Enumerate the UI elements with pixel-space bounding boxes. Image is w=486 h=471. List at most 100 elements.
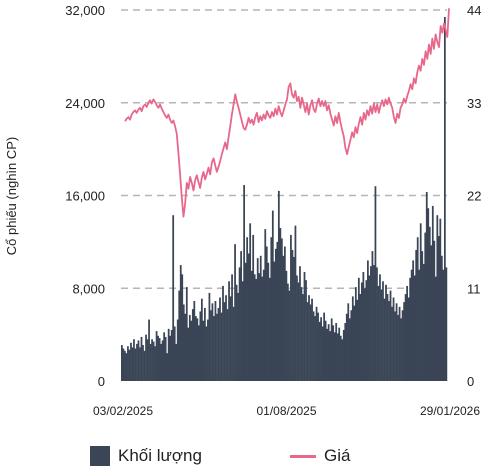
volume-bar [292,250,294,381]
volume-bar [261,277,263,381]
volume-bar [153,342,155,381]
volume-bar [384,299,386,381]
volume-bar [257,258,259,381]
volume-bar [237,293,239,381]
volume-bar [249,223,251,381]
volume-bar [325,321,327,381]
volume-bar [141,337,143,381]
volume-bar [305,280,307,381]
volume-bar [123,349,125,381]
volume-bar [165,337,167,381]
volume-bar [409,278,411,381]
volume-bar [187,328,189,381]
volume-bar [213,316,215,381]
volume-bar [411,270,413,381]
volume-bar [186,287,188,381]
legend: Khối lượng Giá [0,446,486,471]
volume-bar [222,286,224,381]
volume-bar [337,333,339,381]
volume-bar [258,273,260,381]
volume-bar [272,211,274,381]
left-tick-label: 8,000 [72,281,105,296]
volume-bar [147,339,149,381]
volume-bar [252,235,254,381]
volume-bar [239,267,241,381]
volume-bar [215,301,217,381]
volume-bar [172,215,174,381]
volume-bar [388,301,390,381]
volume-bar [177,320,179,381]
volume-bar [175,344,177,381]
volume-bar [316,307,318,381]
legend-item-price: Giá [290,446,350,466]
volume-bar [275,249,277,381]
volume-bar [183,304,185,381]
legend-item-volume: Khối lượng [90,446,202,466]
volume-bar [263,270,265,381]
volume-bar [402,310,404,381]
volume-bar [246,237,248,381]
volume-bar [193,301,195,381]
volume-bar [127,346,129,381]
right-tick-label: 11 [467,281,481,296]
volume-bar [156,331,158,381]
volume-bar [439,219,441,381]
volume-bar [301,287,303,381]
left-tick-label: 32,000 [65,3,105,18]
legend-label-volume: Khối lượng [118,446,202,466]
volume-bar [240,251,242,381]
volume-bar [406,286,408,381]
volume-bar [302,294,304,381]
volume-bar [326,329,328,381]
volume-bar [150,344,152,381]
volume-bar [296,276,298,382]
volume-bar [445,267,447,381]
volume-bar [135,349,137,381]
volume-bar [227,309,229,381]
volume-bar [196,318,198,381]
volume-bar [132,347,134,381]
volume-bar [367,260,369,381]
volume-bar [375,186,377,381]
volume-bar [282,256,284,381]
volume-bar [255,279,257,381]
volume-bar [426,192,428,381]
volume-bar [181,274,183,381]
volume-bar [126,353,128,381]
legend-swatch-volume [90,446,110,466]
volume-bar [313,311,315,381]
volume-bar [299,266,301,381]
volume-bar [192,309,194,381]
volume-bar [372,251,374,381]
volume-bar [290,235,292,381]
volume-bar [391,307,393,381]
volume-bar [435,277,437,381]
volume-bar [311,299,313,381]
left-axis-ticks: 32,000 24,000 16,000 8,000 0 [65,3,105,389]
volume-bar [334,332,336,381]
volume-bar [199,311,201,381]
volume-bar [379,274,381,381]
volume-bar [396,303,398,381]
volume-bar [370,266,372,381]
volume-bar [190,321,192,381]
volume-bar [264,229,266,381]
volume-bar [224,302,226,381]
volume-bar [174,327,176,381]
volume-bar [166,353,168,381]
volume-bar [273,262,275,381]
volume-bar [180,265,182,381]
left-tick-label: 24,000 [65,96,105,111]
volume-bar [412,260,414,381]
volume-bar [424,233,426,381]
right-tick-label: 22 [467,189,481,204]
volume-bar [405,294,407,381]
volume-bar [230,296,232,381]
volume-bar [427,208,429,381]
volume-bar [267,263,269,381]
volume-bar [420,223,422,381]
volume-bar [169,336,171,381]
volume-bar [350,310,352,381]
volume-bar [269,278,271,381]
volume-bar [162,340,164,381]
